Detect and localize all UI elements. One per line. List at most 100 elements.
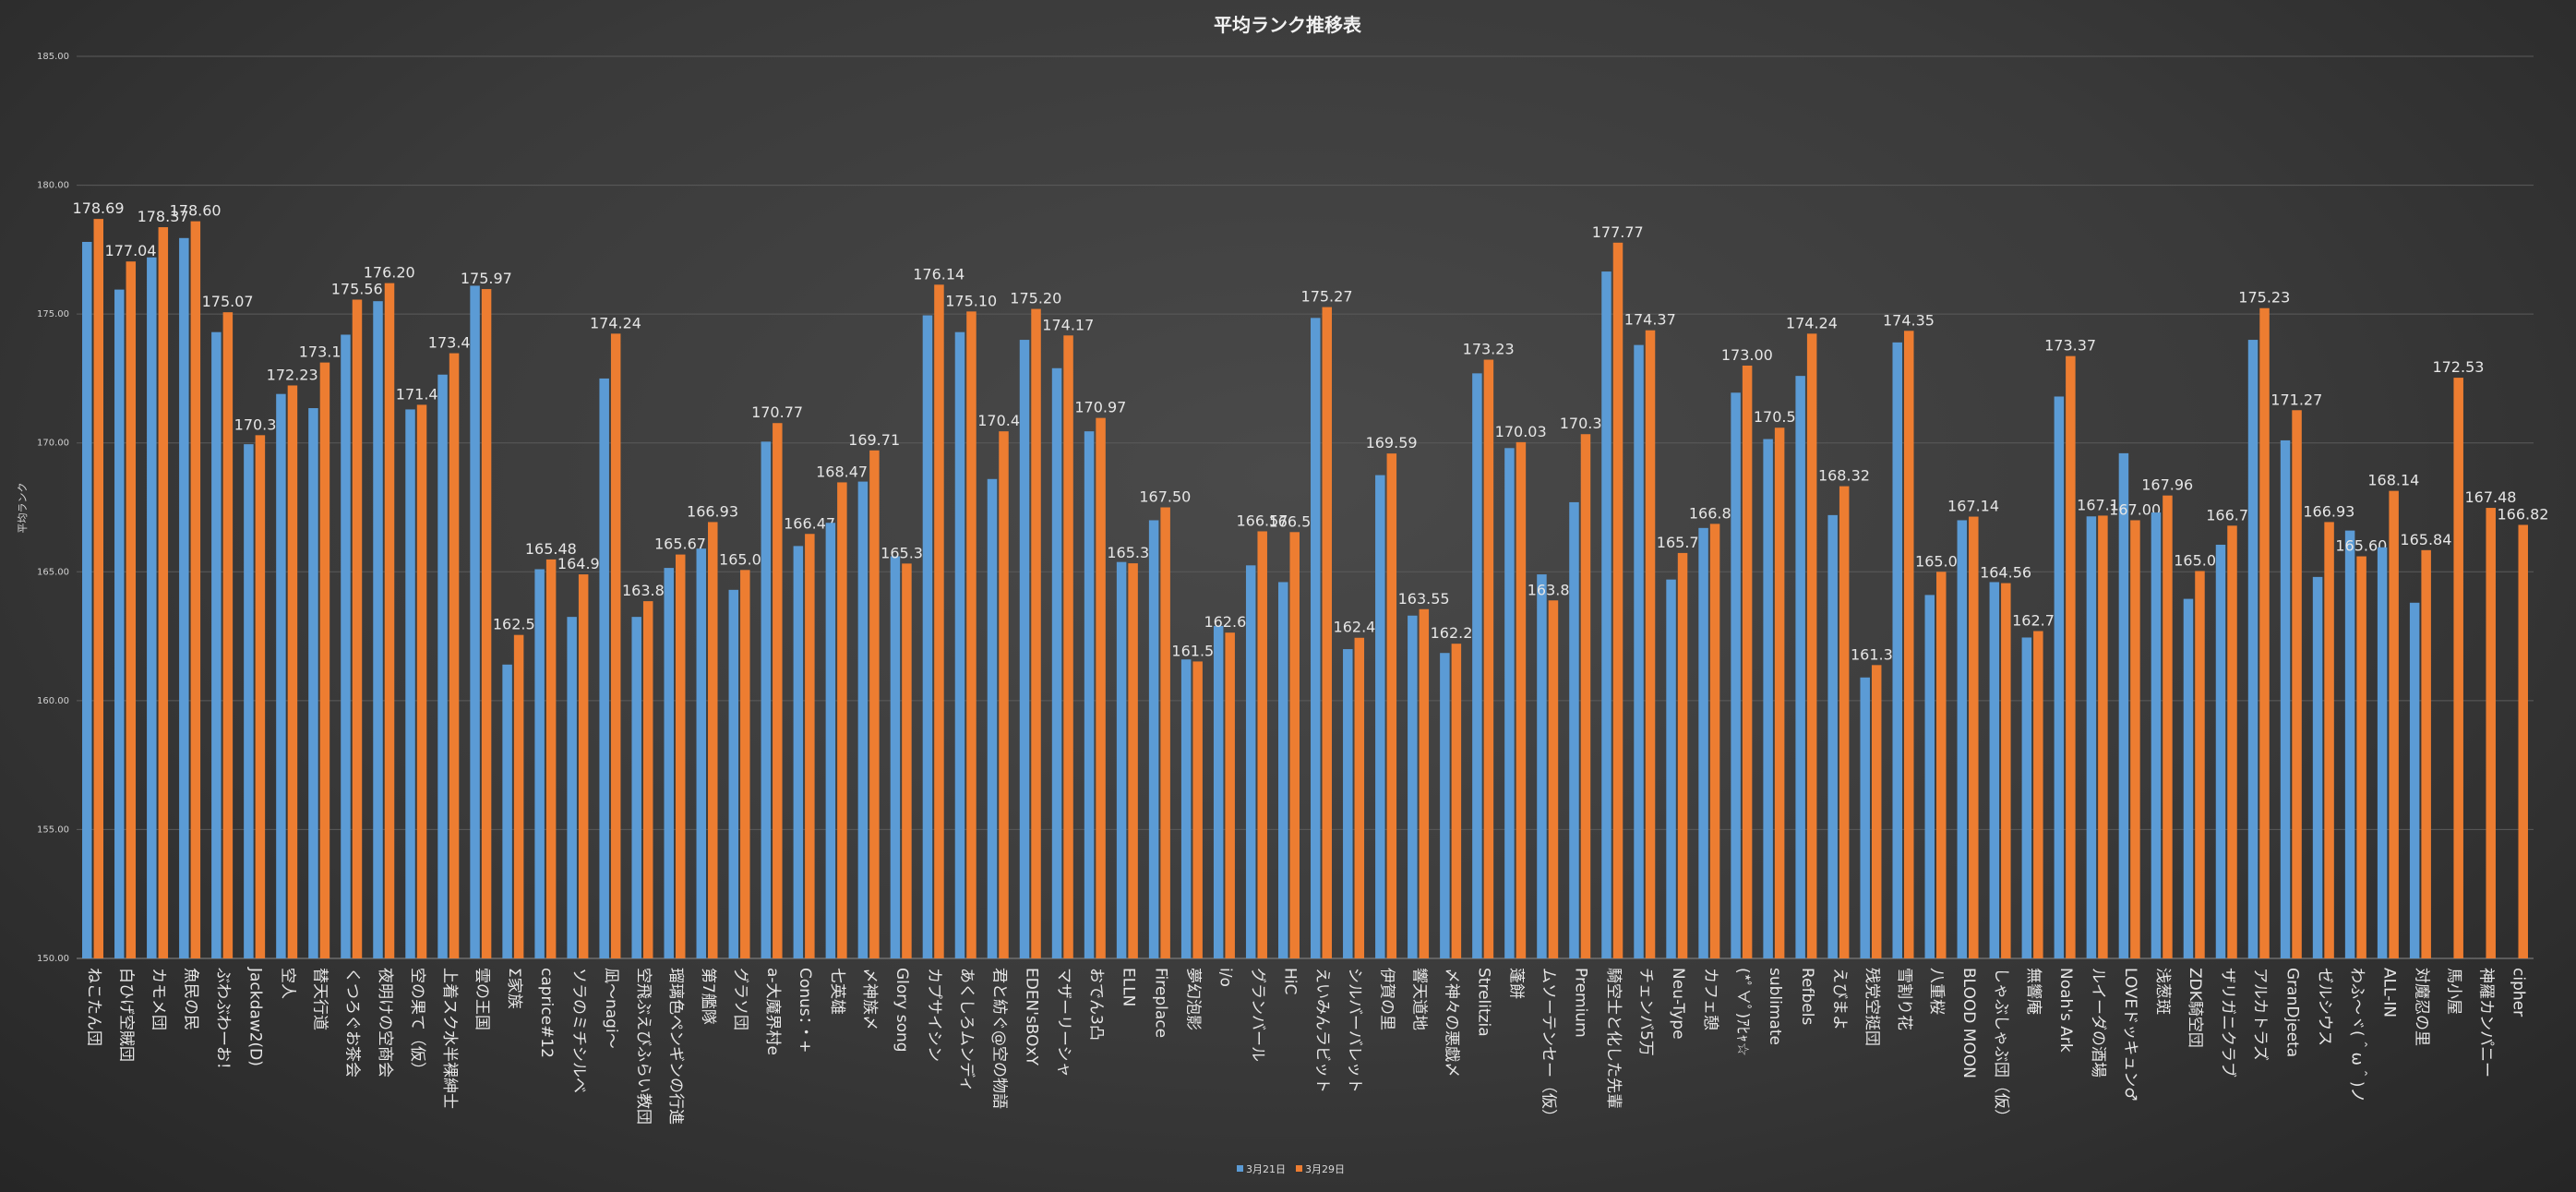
data-label: 175.97 [461, 270, 512, 287]
bar-series-2 [1192, 661, 1203, 958]
bar-series-2 [1257, 531, 1267, 958]
data-label: 167.50 [1139, 488, 1191, 506]
y-tick-label: 165.00 [37, 567, 69, 577]
bar-series-2 [578, 574, 589, 958]
data-label: 164.56 [1980, 564, 2031, 582]
data-label: 173.23 [1463, 341, 1515, 358]
data-label: 166.57 [1236, 512, 1288, 529]
data-label: 165.67 [654, 536, 706, 553]
bar-series-1 [1634, 344, 1644, 958]
bar-series-1 [1537, 574, 1547, 958]
bar-series-1 [825, 523, 836, 958]
bar-series-1 [1795, 376, 1805, 958]
bar-series-1 [664, 568, 674, 958]
bar-series-2 [1160, 507, 1170, 958]
bar-series-2 [2292, 410, 2302, 958]
data-label: 163.55 [1398, 590, 1450, 608]
data-label: 165.32 [881, 544, 932, 561]
bar-series-1 [2151, 512, 2162, 958]
bar-series-1 [1827, 514, 1838, 958]
bar-series-1 [534, 569, 545, 958]
bar-series-1 [1472, 373, 1482, 958]
bar-series-1 [2183, 598, 2194, 958]
bar-series-1 [1698, 527, 1708, 958]
x-tick-label: 残党空挺団 [1863, 968, 1881, 1046]
x-tick-label: 八重桜 [1927, 968, 1946, 1015]
bar-series-2 [1354, 637, 1365, 958]
data-label: 169.59 [1366, 434, 1418, 452]
data-label: 167.14 [1947, 498, 1999, 515]
bar-series-1 [1569, 501, 1579, 958]
bar-series-2 [902, 563, 912, 958]
bar-series-2 [1096, 417, 1106, 958]
data-label: 167.48 [2464, 488, 2516, 506]
x-tick-label: 神羅カンパニー [2476, 968, 2495, 1078]
x-tick-label: ZDK騎空団 [2186, 968, 2204, 1048]
bar-series-1 [631, 617, 641, 958]
y-tick-label: 180.00 [37, 181, 69, 191]
x-tick-label: ELLN [1119, 968, 1137, 1006]
data-label: 175.10 [945, 292, 997, 309]
x-tick-label: チェンバ5万 [1636, 968, 1655, 1056]
bar-series-2 [1225, 632, 1235, 958]
bar-series-2 [384, 283, 395, 958]
data-label: 170.97 [1074, 399, 1126, 416]
data-label: 169.71 [848, 431, 900, 449]
data-label: 173.37 [2044, 337, 2096, 355]
x-tick-label: 空の果て（仮） [408, 968, 426, 1078]
x-tick-label: 魚民の民 [182, 968, 200, 1030]
x-tick-label: caprice#12 [537, 968, 556, 1058]
data-label: 162.70 [2012, 611, 2064, 629]
bar-series-2 [740, 570, 750, 958]
x-tick-label: 雪割り花 [1895, 968, 1913, 1030]
bar-series-2 [2033, 631, 2043, 958]
bar-series-1 [567, 617, 577, 958]
y-axis-label: 平均ランク [17, 483, 29, 534]
x-tick-label: Refbels [1798, 968, 1816, 1025]
data-label: 173.12 [299, 343, 351, 361]
bar-series-1 [470, 285, 480, 958]
y-tick-label: 155.00 [37, 825, 69, 835]
data-label: 175.23 [2238, 289, 2290, 307]
data-label: 166.54 [1268, 512, 1320, 530]
x-tick-label: 雲の王国 [473, 968, 491, 1030]
bar-series-1 [1180, 659, 1192, 958]
bar-series-1 [2344, 530, 2355, 958]
bar-series-2 [126, 261, 137, 958]
bar-series-1 [1148, 520, 1159, 958]
bar-series-2 [1709, 524, 1720, 958]
x-tick-label: 第7艦隊 [699, 968, 717, 1025]
bar-series-2 [2421, 549, 2431, 958]
data-label: 170.34 [1560, 415, 1611, 432]
data-label: 162.44 [1334, 619, 1385, 636]
x-tick-label: Glory song [893, 968, 911, 1053]
x-tick-label: シルバーバレット [1346, 968, 1364, 1093]
data-label: 170.59 [1754, 408, 1805, 426]
bar-series-2 [1612, 242, 1623, 958]
bar-series-2 [2486, 508, 2496, 958]
bar-series-2 [708, 522, 718, 958]
data-label: 170.45 [977, 412, 1029, 429]
bar-series-2 [2130, 520, 2140, 958]
x-tick-label: えびまよ [1830, 968, 1849, 1030]
data-label: 161.38 [1851, 645, 1902, 663]
bar-series-2 [1839, 486, 1850, 958]
x-tick-label: HiC [1280, 968, 1299, 994]
x-tick-label: 無響庵 [2024, 968, 2043, 1015]
x-tick-label: グランバール [1248, 968, 1266, 1062]
bar-series-2 [255, 435, 266, 959]
bar-series-2 [513, 634, 524, 958]
x-tick-label: 夜明けの空商会 [376, 968, 394, 1078]
bar-series-1 [114, 289, 125, 959]
data-label: 166.93 [2303, 502, 2354, 520]
bar-series-1 [1084, 431, 1095, 959]
x-tick-label: グラソ団 [731, 968, 749, 1030]
x-tick-label: LOVEドッキュン♂ [2121, 968, 2139, 1102]
data-label: 167.00 [2109, 500, 2161, 518]
bar-series-2 [999, 431, 1009, 959]
data-label: 165.48 [525, 540, 577, 558]
x-tick-label: EDEN'sBOxY [1022, 968, 1040, 1066]
x-tick-label: 空人 [279, 968, 297, 999]
data-label: 165.07 [719, 550, 771, 568]
